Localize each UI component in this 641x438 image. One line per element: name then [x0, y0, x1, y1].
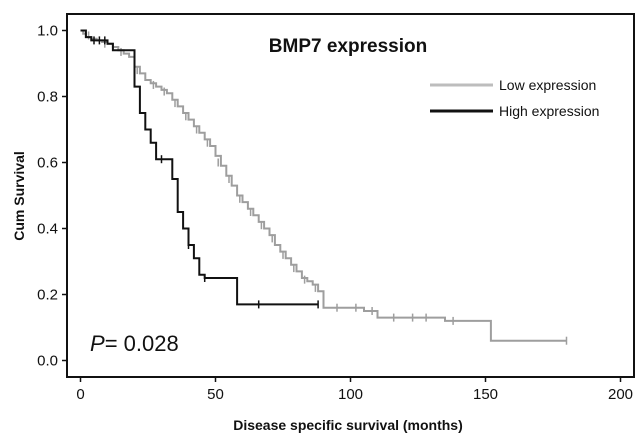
y-tick-label: 0.4	[37, 221, 58, 238]
y-axis-ticks: 0.0 0.2 0.4 0.6 0.8 1.0	[37, 23, 67, 370]
p-value-text: = 0.028	[105, 331, 179, 356]
y-tick-label: 0.0	[37, 353, 58, 370]
series-layer	[80, 29, 568, 345]
x-tick-label: 200	[608, 386, 633, 403]
survival-curve-high-expression	[80, 29, 319, 306]
legend: Low expression High expression	[430, 77, 599, 119]
p-value-symbol: P	[90, 331, 105, 356]
y-axis-title: Cum Survival	[11, 151, 27, 240]
x-tick-label: 50	[207, 386, 224, 403]
x-tick-label: 150	[473, 386, 498, 403]
p-value-annotation: P= 0.028	[90, 331, 179, 356]
x-axis-ticks: 0 50 100 150 200	[76, 377, 633, 403]
y-tick-label: 0.2	[37, 287, 58, 304]
y-tick-label: 0.6	[37, 155, 58, 172]
chart-title: BMP7 expression	[269, 36, 427, 57]
x-tick-label: 0	[76, 386, 84, 403]
censor-marks-high-expression	[93, 36, 319, 309]
x-axis-title: Disease specific survival (months)	[233, 417, 463, 433]
legend-label-high-expression: High expression	[499, 103, 599, 119]
plot-frame	[66, 13, 635, 378]
y-tick-label: 0.8	[37, 89, 58, 106]
legend-label-low-expression: Low expression	[499, 77, 596, 93]
x-tick-label: 100	[338, 386, 363, 403]
y-tick-label: 1.0	[37, 23, 58, 40]
